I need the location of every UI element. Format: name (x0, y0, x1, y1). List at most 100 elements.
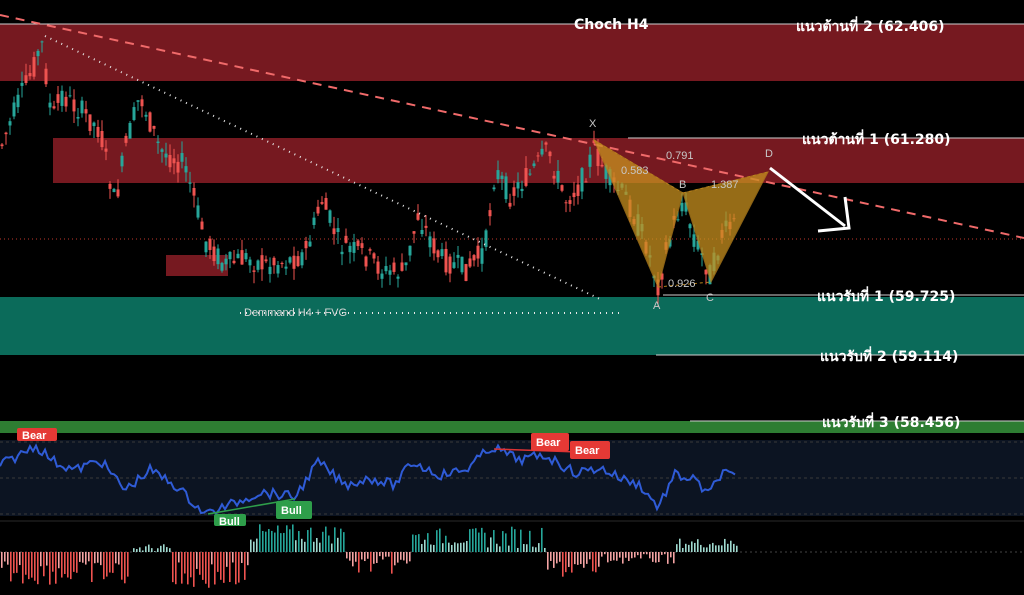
histogram-bar (232, 552, 234, 563)
candle-body (260, 255, 264, 270)
candle-body (436, 250, 440, 258)
candle-body (52, 106, 56, 109)
candle-body (200, 221, 204, 230)
choch-label: Choch H4 (574, 17, 649, 33)
candle-body (460, 256, 464, 273)
histogram-bar (64, 552, 66, 574)
histogram-bar (103, 552, 105, 580)
candle-body (296, 256, 300, 267)
histogram-bar (124, 552, 126, 584)
candle-body (520, 188, 524, 192)
harmonic-ac-line (657, 281, 712, 288)
histogram-bar (709, 544, 711, 552)
candle-body (444, 248, 448, 273)
candle-body (216, 248, 220, 265)
histogram-bar (355, 552, 357, 562)
histogram-bar (553, 552, 555, 568)
histogram-bar (586, 552, 588, 564)
histogram-bar (382, 552, 384, 560)
candle-body (304, 240, 308, 249)
histogram-bar (28, 552, 30, 580)
candle-body (588, 154, 592, 167)
histogram-bar (583, 552, 585, 568)
histogram-bar (604, 552, 606, 555)
histogram-bar (58, 552, 60, 569)
histogram-bar (142, 550, 144, 552)
candle-body (380, 273, 384, 279)
histogram-bar (319, 542, 321, 552)
candle-body (80, 100, 84, 114)
histogram-bar (478, 532, 480, 552)
histogram-bar (349, 552, 351, 561)
candle-body (532, 163, 536, 167)
candle-body (388, 270, 392, 275)
resistance-zone-2 (0, 24, 1024, 81)
histogram-bar (241, 552, 243, 564)
candle-body (560, 185, 564, 191)
histogram-bar (136, 549, 138, 552)
histogram-bar (196, 552, 198, 569)
point-b-label: B (679, 179, 686, 191)
histogram-bar (547, 552, 549, 570)
signal-bull-2: Bull (276, 501, 312, 519)
histogram-bar (466, 540, 468, 552)
candle-body (56, 94, 60, 103)
candle-body (188, 182, 192, 184)
histogram-bar (244, 552, 246, 580)
histogram-bar (541, 527, 543, 552)
candle-body (552, 175, 556, 179)
histogram-bar (52, 552, 54, 572)
candle-body (324, 198, 328, 210)
histogram-bar (133, 548, 135, 552)
histogram-bar (79, 552, 81, 562)
ratio-0926-label: 0.926 (668, 278, 696, 290)
demand-label: Demmand H4 + FVG (244, 307, 347, 319)
candle-body (84, 109, 88, 114)
histogram-bar (652, 552, 654, 562)
histogram-bar (526, 544, 528, 552)
histogram-bar (25, 552, 27, 575)
histogram-bar (469, 529, 471, 552)
histogram-bar (550, 552, 552, 561)
histogram-bar (61, 552, 63, 578)
histogram-bar (178, 552, 180, 563)
histogram-bar (151, 548, 153, 552)
candle-body (684, 202, 688, 212)
candle-body (64, 96, 68, 107)
candle-body (112, 188, 116, 193)
candle-body (60, 90, 64, 106)
candle-body (152, 125, 156, 129)
histogram-bar (409, 552, 411, 562)
candle-body (472, 255, 476, 261)
histogram-bar (238, 552, 240, 583)
histogram-bar (397, 552, 399, 563)
candle-body (4, 132, 8, 135)
histogram-bar (247, 552, 249, 566)
histogram-bar (436, 530, 438, 552)
candle-body (168, 155, 172, 168)
candle-body (140, 99, 144, 107)
histogram-bar (313, 541, 315, 552)
histogram-bar (46, 552, 48, 566)
candle-body (448, 256, 452, 274)
candle-body (512, 187, 516, 196)
histogram-bar (316, 537, 318, 552)
histogram-bar (250, 539, 252, 552)
candle-body (40, 41, 44, 43)
histogram-bar (664, 552, 666, 555)
histogram-group (1, 524, 738, 588)
histogram-bar (400, 552, 402, 560)
histogram-bar (661, 552, 663, 555)
candle-body (548, 151, 552, 157)
histogram-bar (676, 544, 678, 552)
histogram-bar (577, 552, 579, 565)
histogram-bar (379, 552, 381, 557)
histogram-bar (562, 552, 564, 577)
candle-body (116, 189, 120, 197)
histogram-bar (520, 529, 522, 552)
candle-body (276, 265, 280, 274)
histogram-bar (505, 533, 507, 552)
histogram-bar (112, 552, 114, 573)
candle-body (68, 95, 72, 97)
